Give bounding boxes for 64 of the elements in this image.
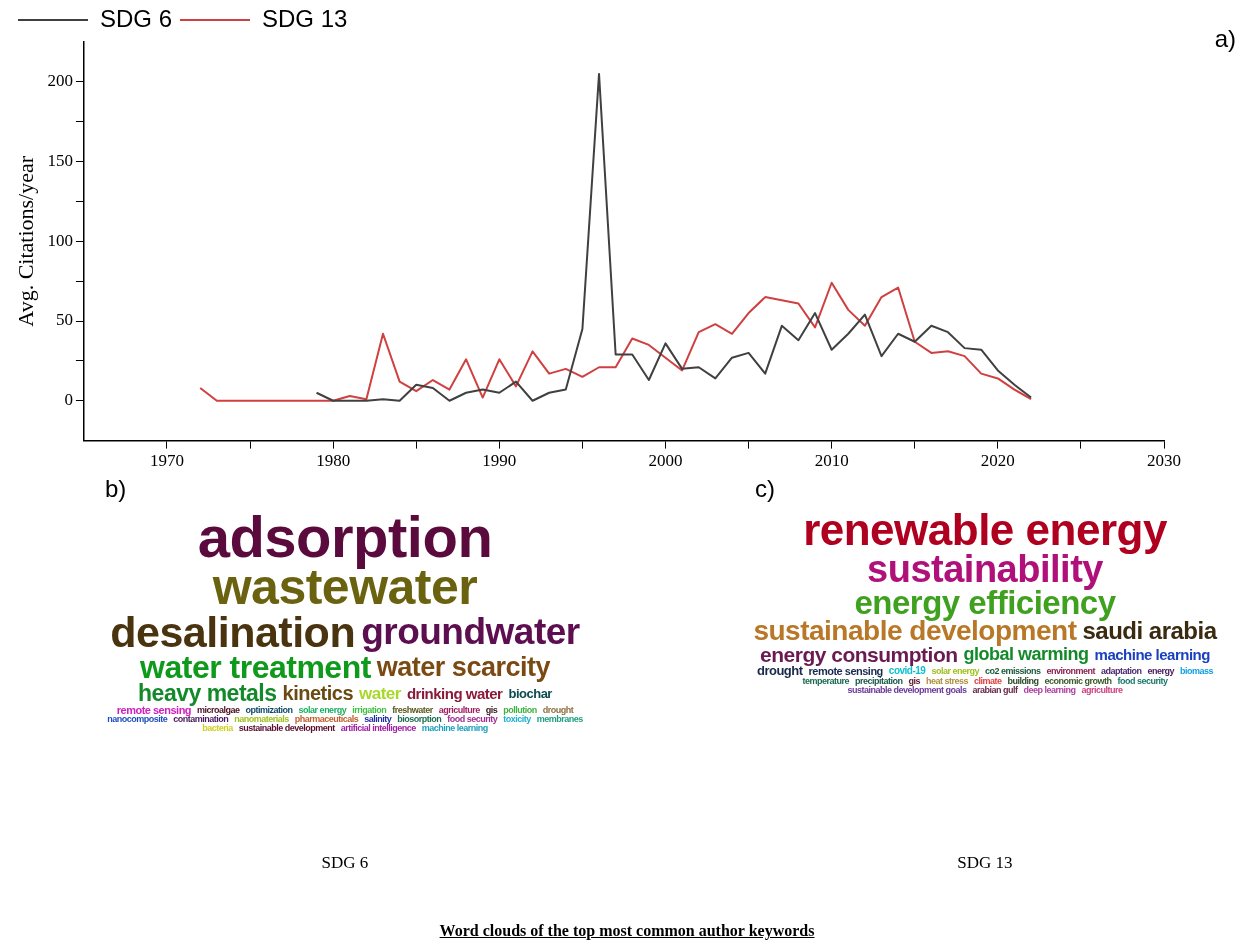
text: climate bbox=[974, 676, 1002, 687]
legend-label: SDG 13 bbox=[262, 4, 348, 32]
text: SDG 13 bbox=[956, 853, 1014, 873]
text: Word clouds of the top most common author keywords bbox=[438, 922, 816, 940]
text: economic growth bbox=[1044, 676, 1112, 687]
text: heat stress bbox=[926, 676, 969, 687]
text: arabian gulf bbox=[972, 684, 1018, 695]
text: bacteria bbox=[202, 722, 233, 733]
text: pharmaceuticals bbox=[294, 714, 359, 725]
text: environment bbox=[1046, 665, 1095, 676]
text: drinking water bbox=[406, 684, 503, 702]
text: water bbox=[359, 683, 401, 703]
x-tick-label: 1970 bbox=[149, 451, 184, 471]
text: desalination bbox=[110, 607, 356, 656]
text: nanomaterials bbox=[234, 714, 289, 725]
text: c) bbox=[755, 475, 776, 503]
text: precipitation bbox=[854, 676, 903, 687]
text: food security bbox=[1117, 676, 1168, 687]
text: biochar bbox=[508, 685, 552, 701]
text: gis bbox=[485, 704, 498, 715]
text: membranes bbox=[536, 714, 583, 725]
text: building bbox=[1007, 676, 1039, 687]
text: co2 emissions bbox=[984, 665, 1041, 676]
text: water scarcity bbox=[376, 651, 550, 682]
x-tick-label: 1990 bbox=[482, 451, 517, 471]
text: biosorption bbox=[397, 714, 442, 725]
text: freshwater bbox=[392, 704, 433, 715]
text: optimization bbox=[245, 704, 293, 715]
text: irrigation bbox=[352, 704, 387, 715]
text: microalgae bbox=[197, 704, 240, 715]
legend-label: SDG 6 bbox=[100, 4, 173, 32]
text: energy bbox=[1147, 665, 1175, 676]
x-tick-label: 2020 bbox=[980, 451, 1015, 471]
text: solar energy bbox=[931, 665, 979, 676]
y-tick-label: 0 bbox=[64, 390, 73, 410]
text: b) bbox=[105, 475, 128, 503]
text: toxicity bbox=[503, 714, 531, 725]
text: machine learning bbox=[1094, 645, 1210, 663]
y-tick-label: 200 bbox=[47, 71, 73, 91]
y-axis-title: Avg. Citations/year bbox=[12, 155, 38, 327]
text: drought bbox=[542, 704, 574, 715]
x-tick-label: 2030 bbox=[1147, 451, 1181, 471]
text: temperature bbox=[802, 676, 849, 687]
text: a) bbox=[1214, 24, 1236, 52]
text: nanocomposite bbox=[107, 714, 168, 725]
text: biomass bbox=[1180, 665, 1214, 676]
text: kinetics bbox=[282, 682, 354, 705]
x-tick-label: 1980 bbox=[316, 451, 351, 471]
y-tick-label: 100 bbox=[47, 230, 73, 250]
x-tick-label: 2000 bbox=[648, 451, 683, 471]
text: pollution bbox=[503, 704, 537, 715]
text: solar energy bbox=[298, 704, 347, 715]
text: contamination bbox=[173, 714, 229, 725]
text: agriculture bbox=[438, 704, 480, 715]
text: heavy metals bbox=[138, 679, 277, 706]
x-tick-label: 2010 bbox=[814, 451, 849, 471]
y-tick-label: 150 bbox=[47, 151, 73, 171]
text: salinity bbox=[364, 714, 392, 725]
y-tick-label: 50 bbox=[55, 310, 73, 330]
text: gis bbox=[908, 676, 920, 687]
text: food security bbox=[447, 714, 498, 725]
text: adaptation bbox=[1101, 665, 1142, 676]
text: renewable energy bbox=[803, 505, 1167, 554]
text: SDG 6 bbox=[320, 853, 370, 873]
